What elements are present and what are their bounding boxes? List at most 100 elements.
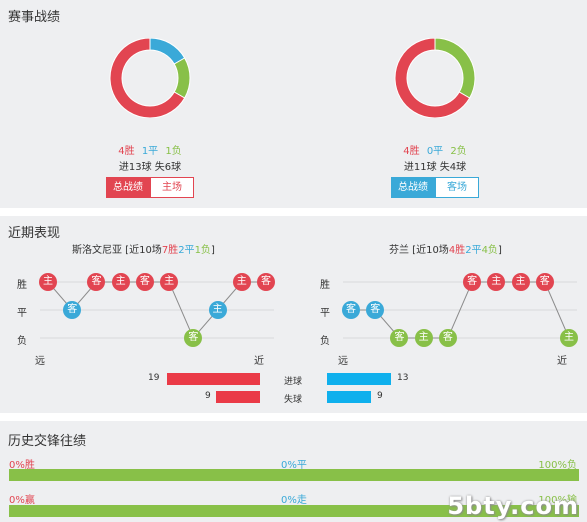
left-match-marker: 客 — [63, 301, 82, 319]
h2h-result-bar — [9, 469, 579, 481]
right-match-marker: 客 — [463, 273, 482, 291]
left-match-marker: 客 — [184, 329, 203, 347]
right-loss-count: 2负 — [450, 146, 467, 157]
left-team-summary: 斯洛文尼亚 [近10场7胜2平1负] — [72, 241, 215, 256]
right-match-marker: 客 — [438, 329, 457, 347]
left-donut-win-slice — [109, 38, 186, 118]
h2h-handicap-bar — [9, 505, 579, 517]
left-conceded-value: 9 — [205, 391, 211, 401]
tab-left-overall[interactable]: 总战绩 — [106, 177, 150, 198]
left-goals-against: 失6球 — [154, 162, 182, 173]
left-scored-value: 19 — [148, 373, 160, 383]
recent-form-panel: 近期表现 斯洛文尼亚 [近10场7胜2平1负] 芬兰 [近10场4胜2平4负] … — [0, 216, 587, 413]
left-scored-bar — [167, 373, 260, 385]
left-axis-far: 远 — [35, 356, 45, 367]
right-match-marker: 客 — [366, 301, 385, 319]
left-match-marker: 客 — [257, 273, 275, 291]
right-team-summary: 芬兰 [近10场4胜2平4负] — [389, 241, 502, 256]
right-axis-near: 近 — [557, 356, 567, 367]
left-recent-losses: 1负 — [194, 245, 211, 256]
right-scored-bar — [327, 373, 391, 385]
recent-form-title: 近期表现 — [8, 226, 61, 241]
right-match-marker: 主 — [414, 329, 433, 347]
right-recent-wins: 4胜 — [448, 245, 466, 256]
right-donut-loss-slice — [434, 38, 476, 99]
left-goals-for: 进13球 — [118, 162, 152, 173]
right-conceded-bar — [327, 391, 371, 403]
left-row-loss-label: 负 — [17, 336, 27, 347]
right-row-draw-label: 平 — [320, 308, 330, 319]
left-goals-summary: 进13球 失6球 — [90, 158, 210, 173]
left-match-marker: 主 — [232, 273, 251, 291]
left-axis-near: 近 — [254, 356, 264, 367]
h2h-handicap-loss-pct: 100%输 — [538, 495, 577, 506]
left-form-chart: 胜 平 负 远 近 主客客主客主客主主客 — [0, 268, 290, 368]
right-conceded-value: 9 — [377, 391, 383, 401]
left-summary-suffix: ] — [210, 245, 215, 256]
left-match-marker: 客 — [135, 273, 154, 291]
right-team-name: 芬兰 — [389, 245, 409, 256]
site-watermark: 5bty.com — [447, 492, 579, 520]
right-row-win-label: 胜 — [320, 280, 330, 291]
right-recent-losses: 4负 — [481, 245, 498, 256]
right-goals-against: 失4球 — [439, 162, 467, 173]
head-to-head-title: 历史交锋往绩 — [8, 434, 87, 449]
right-form-trend-line — [351, 281, 570, 339]
left-win-count: 4胜 — [118, 146, 135, 157]
right-match-marker: 主 — [487, 273, 506, 291]
right-match-marker: 主 — [511, 273, 530, 291]
left-row-win-label: 胜 — [17, 280, 27, 291]
right-donut-win-slice — [394, 38, 471, 118]
left-match-marker: 主 — [160, 273, 179, 291]
left-draw-count: 1平 — [141, 146, 159, 157]
tab-right-away[interactable]: 客场 — [435, 177, 479, 198]
right-draw-count: 0平 — [426, 146, 444, 157]
right-goals-for: 进11球 — [403, 162, 437, 173]
right-win-count: 4胜 — [403, 146, 420, 157]
right-match-marker: 客 — [535, 273, 554, 291]
left-record-donut — [109, 38, 191, 118]
left-conceded-bar — [216, 391, 260, 403]
right-row-loss-label: 负 — [320, 336, 330, 347]
right-match-marker: 主 — [560, 329, 578, 347]
left-team-name: 斯洛文尼亚 — [72, 245, 122, 256]
h2h-win-pct: 0%胜 — [9, 460, 35, 471]
left-record-summary: 4胜 1平 1负 — [100, 142, 200, 157]
h2h-handicap-push-pct: 0%走 — [281, 495, 307, 506]
right-scored-value: 13 — [397, 373, 409, 383]
conceded-label: 失球 — [283, 395, 302, 405]
left-donut-loss-slice — [173, 57, 191, 99]
head-to-head-panel: 历史交锋往绩 0%胜 0%平 100%负 0%赢 0%走 100%输 5bty.… — [0, 421, 587, 522]
tab-left-home[interactable]: 主场 — [150, 177, 194, 198]
right-record-tabs: 总战绩 客场 — [391, 177, 479, 198]
left-summary-prefix: [近10场 — [122, 245, 162, 256]
left-loss-count: 1负 — [165, 146, 182, 157]
right-record-donut — [394, 38, 476, 118]
right-axis-far: 远 — [338, 356, 348, 367]
left-match-marker: 主 — [39, 273, 57, 291]
right-match-marker: 客 — [390, 329, 409, 347]
left-match-marker: 主 — [111, 273, 130, 291]
scored-label: 进球 — [283, 377, 302, 387]
left-match-marker: 主 — [208, 301, 227, 319]
left-row-draw-label: 平 — [17, 308, 27, 319]
right-match-marker: 客 — [342, 301, 360, 319]
tab-right-overall[interactable]: 总战绩 — [391, 177, 435, 198]
h2h-loss-pct: 100%负 — [538, 460, 577, 471]
left-record-tabs: 总战绩 主场 — [106, 177, 194, 198]
right-goals-summary: 进11球 失4球 — [375, 158, 495, 173]
left-form-trend-line — [47, 281, 266, 339]
h2h-draw-pct: 0%平 — [281, 460, 307, 471]
left-match-marker: 客 — [87, 273, 106, 291]
record-panel: 赛事战绩 4胜 1平 1负 进13球 失6球 总战绩 主场 4胜 0平 2负 进… — [0, 0, 587, 208]
left-recent-draws: 2平 — [178, 245, 195, 256]
left-donut-draw-slice — [149, 38, 186, 65]
right-summary-suffix: ] — [497, 245, 502, 256]
left-recent-wins: 7胜 — [161, 245, 179, 256]
right-record-summary: 4胜 0平 2负 — [385, 142, 485, 157]
right-summary-prefix: [近10场 — [409, 245, 449, 256]
right-recent-draws: 2平 — [465, 245, 482, 256]
record-panel-title: 赛事战绩 — [8, 10, 61, 25]
h2h-handicap-win-pct: 0%赢 — [9, 495, 35, 506]
right-form-chart: 胜 平 负 远 近 客客客主客客主主客主 — [300, 268, 587, 368]
